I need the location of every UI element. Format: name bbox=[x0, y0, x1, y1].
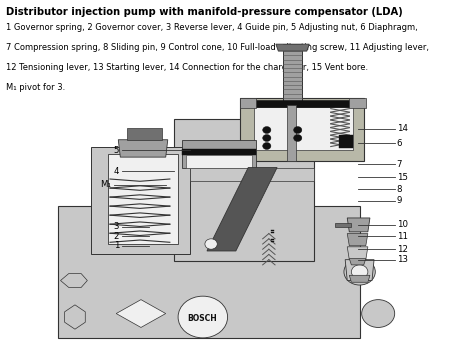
Polygon shape bbox=[207, 168, 277, 251]
Circle shape bbox=[293, 134, 302, 141]
Text: 6: 6 bbox=[397, 139, 402, 148]
Text: 2: 2 bbox=[114, 232, 119, 241]
Text: 1 Governor spring, 2 Governor cover, 3 Reverse lever, 4 Guide pin, 5 Adjusting n: 1 Governor spring, 2 Governor cover, 3 R… bbox=[6, 23, 418, 32]
Bar bbox=[335, 223, 351, 227]
Bar bbox=[58, 206, 360, 338]
Polygon shape bbox=[64, 305, 85, 329]
Text: M₁: M₁ bbox=[100, 180, 111, 190]
Circle shape bbox=[263, 134, 271, 141]
Text: 15: 15 bbox=[397, 173, 408, 182]
Text: 4: 4 bbox=[114, 166, 119, 176]
Polygon shape bbox=[182, 140, 256, 168]
Polygon shape bbox=[347, 218, 370, 232]
Text: 14: 14 bbox=[397, 124, 408, 133]
Circle shape bbox=[362, 300, 395, 327]
Text: Distributor injection pump with manifold-pressure compensator (LDA): Distributor injection pump with manifold… bbox=[6, 7, 402, 17]
Text: 5: 5 bbox=[114, 146, 119, 155]
Circle shape bbox=[205, 239, 217, 249]
Text: 9: 9 bbox=[397, 196, 402, 205]
Polygon shape bbox=[186, 155, 252, 168]
Polygon shape bbox=[240, 98, 364, 161]
Circle shape bbox=[351, 265, 368, 279]
Text: M₁ pivot for 3.: M₁ pivot for 3. bbox=[6, 83, 65, 92]
Text: 13: 13 bbox=[397, 255, 408, 264]
Polygon shape bbox=[118, 140, 168, 157]
Text: 11: 11 bbox=[397, 232, 408, 241]
Polygon shape bbox=[347, 247, 368, 260]
Text: 7: 7 bbox=[397, 159, 402, 169]
Polygon shape bbox=[61, 274, 87, 288]
Circle shape bbox=[263, 142, 271, 149]
Circle shape bbox=[263, 127, 271, 133]
Circle shape bbox=[293, 127, 302, 133]
Polygon shape bbox=[347, 233, 368, 246]
Polygon shape bbox=[349, 98, 366, 109]
Bar bbox=[182, 149, 256, 155]
Bar bbox=[240, 101, 364, 107]
Polygon shape bbox=[174, 119, 314, 261]
Text: 12 Tensioning lever, 13 Starting lever, 14 Connection for the charge-air, 15 Ven: 12 Tensioning lever, 13 Starting lever, … bbox=[6, 63, 368, 72]
Bar bbox=[191, 168, 314, 181]
Polygon shape bbox=[345, 260, 374, 281]
Bar bbox=[283, 44, 302, 105]
Polygon shape bbox=[255, 107, 354, 150]
Polygon shape bbox=[276, 44, 309, 51]
Text: 7 Compression spring, 8 Sliding pin, 9 Control cone, 10 Full-load adjusting scre: 7 Compression spring, 8 Sliding pin, 9 C… bbox=[6, 43, 428, 52]
Polygon shape bbox=[349, 259, 366, 265]
Bar bbox=[127, 128, 162, 140]
Polygon shape bbox=[116, 300, 166, 327]
Polygon shape bbox=[108, 154, 178, 244]
Polygon shape bbox=[240, 98, 256, 109]
Text: 1: 1 bbox=[114, 241, 119, 250]
Text: 8: 8 bbox=[397, 185, 402, 194]
Bar bbox=[339, 134, 354, 148]
Text: 3: 3 bbox=[114, 222, 119, 231]
Text: 10: 10 bbox=[397, 221, 408, 229]
Text: 12: 12 bbox=[397, 245, 408, 254]
Polygon shape bbox=[349, 275, 370, 282]
Circle shape bbox=[178, 296, 228, 338]
Bar bbox=[287, 105, 297, 161]
Polygon shape bbox=[91, 147, 191, 254]
Circle shape bbox=[344, 259, 375, 285]
Text: BOSCH: BOSCH bbox=[187, 314, 217, 323]
